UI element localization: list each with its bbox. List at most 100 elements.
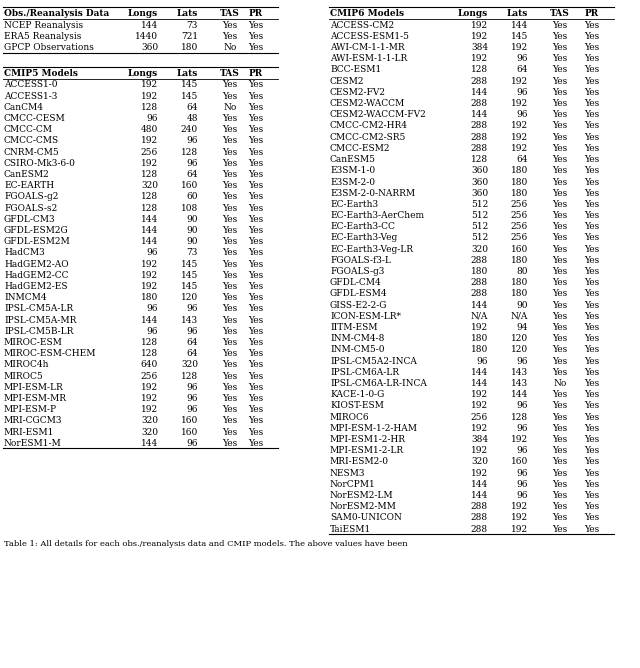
Text: 128: 128 [141, 349, 158, 358]
Text: CMCC-CM2-HR4: CMCC-CM2-HR4 [330, 122, 408, 130]
Text: Yes: Yes [584, 200, 600, 209]
Text: Yes: Yes [552, 256, 568, 265]
Text: Yes: Yes [248, 439, 264, 448]
Text: 320: 320 [181, 361, 198, 369]
Text: Yes: Yes [248, 103, 264, 112]
Text: FGOALS-g3: FGOALS-g3 [330, 267, 385, 276]
Text: 192: 192 [141, 405, 158, 414]
Text: Yes: Yes [248, 43, 264, 52]
Text: Yes: Yes [248, 271, 264, 280]
Text: No: No [223, 43, 237, 52]
Text: MPI-ESM-LR: MPI-ESM-LR [4, 383, 64, 392]
Text: CESM2-WACCM: CESM2-WACCM [330, 99, 405, 108]
Text: 360: 360 [141, 43, 158, 52]
Text: Yes: Yes [222, 338, 237, 347]
Text: 96: 96 [147, 327, 158, 336]
Text: Yes: Yes [248, 181, 264, 190]
Text: Yes: Yes [584, 188, 600, 198]
Text: 160: 160 [180, 181, 198, 190]
Text: 90: 90 [186, 237, 198, 246]
Text: 96: 96 [477, 357, 488, 365]
Text: Lats: Lats [177, 9, 198, 19]
Text: 128: 128 [181, 371, 198, 381]
Text: GFDL-ESM2M: GFDL-ESM2M [4, 237, 71, 246]
Text: 60: 60 [186, 192, 198, 202]
Text: 96: 96 [516, 357, 528, 365]
Text: 144: 144 [141, 215, 158, 224]
Text: Yes: Yes [552, 368, 568, 377]
Text: 721: 721 [181, 32, 198, 41]
Text: Lats: Lats [177, 69, 198, 78]
Text: 180: 180 [471, 334, 488, 343]
Text: 145: 145 [511, 32, 528, 41]
Text: Yes: Yes [584, 435, 600, 444]
Text: Yes: Yes [248, 125, 264, 134]
Text: 192: 192 [141, 92, 158, 101]
Text: INMCM4: INMCM4 [4, 293, 47, 302]
Text: 180: 180 [511, 256, 528, 265]
Text: Yes: Yes [248, 136, 264, 146]
Text: CMCC-CM: CMCC-CM [4, 125, 53, 134]
Text: Yes: Yes [222, 125, 237, 134]
Text: EC-Earth3-CC: EC-Earth3-CC [330, 222, 395, 231]
Text: Yes: Yes [222, 248, 237, 257]
Text: Yes: Yes [584, 133, 600, 142]
Text: 128: 128 [141, 170, 158, 179]
Text: 288: 288 [471, 133, 488, 142]
Text: 64: 64 [186, 170, 198, 179]
Text: EC-EARTH: EC-EARTH [4, 181, 54, 190]
Text: Yes: Yes [552, 357, 568, 365]
Text: Yes: Yes [584, 110, 600, 120]
Text: Yes: Yes [222, 192, 237, 202]
Text: MRI-ESM1: MRI-ESM1 [4, 428, 54, 437]
Text: Yes: Yes [552, 524, 568, 534]
Text: 192: 192 [511, 502, 528, 511]
Text: 80: 80 [516, 267, 528, 276]
Text: 480: 480 [141, 125, 158, 134]
Text: CanESM2: CanESM2 [4, 170, 50, 179]
Text: Yes: Yes [552, 401, 568, 411]
Text: No: No [223, 103, 237, 112]
Text: Yes: Yes [222, 215, 237, 224]
Text: 64: 64 [516, 155, 528, 164]
Text: Lats: Lats [507, 9, 528, 19]
Text: 180: 180 [511, 178, 528, 186]
Text: 96: 96 [516, 88, 528, 97]
Text: ACCESS1-3: ACCESS1-3 [4, 92, 58, 101]
Text: 512: 512 [471, 200, 488, 209]
Text: Yes: Yes [584, 446, 600, 456]
Text: CMCC-CMS: CMCC-CMS [4, 136, 59, 146]
Text: Yes: Yes [584, 178, 600, 186]
Text: MRI-ESM2-0: MRI-ESM2-0 [330, 458, 389, 466]
Text: 96: 96 [516, 469, 528, 478]
Text: Yes: Yes [584, 122, 600, 130]
Text: Yes: Yes [222, 237, 237, 246]
Text: 160: 160 [180, 416, 198, 426]
Text: IPSL-CM5A-LR: IPSL-CM5A-LR [4, 305, 73, 313]
Text: 288: 288 [471, 524, 488, 534]
Text: 96: 96 [147, 305, 158, 313]
Text: NorCPM1: NorCPM1 [330, 480, 376, 489]
Text: Yes: Yes [584, 312, 600, 321]
Text: 160: 160 [511, 458, 528, 466]
Text: 192: 192 [471, 323, 488, 332]
Text: CESM2-WACCM-FV2: CESM2-WACCM-FV2 [330, 110, 427, 120]
Text: 288: 288 [471, 502, 488, 511]
Text: 108: 108 [180, 204, 198, 212]
Text: 192: 192 [141, 80, 158, 90]
Text: NorESM2-LM: NorESM2-LM [330, 491, 394, 500]
Text: GISS-E2-2-G: GISS-E2-2-G [330, 301, 387, 310]
Text: 192: 192 [511, 99, 528, 108]
Text: Yes: Yes [552, 110, 568, 120]
Text: 256: 256 [141, 148, 158, 156]
Text: Yes: Yes [248, 305, 264, 313]
Text: Yes: Yes [248, 80, 264, 90]
Text: 96: 96 [516, 491, 528, 500]
Text: Yes: Yes [552, 65, 568, 75]
Text: TAS: TAS [220, 9, 240, 19]
Text: Yes: Yes [584, 77, 600, 86]
Text: Yes: Yes [248, 170, 264, 179]
Text: 144: 144 [471, 379, 488, 388]
Text: 96: 96 [516, 424, 528, 433]
Text: CSIRO-Mk3-6-0: CSIRO-Mk3-6-0 [4, 159, 76, 168]
